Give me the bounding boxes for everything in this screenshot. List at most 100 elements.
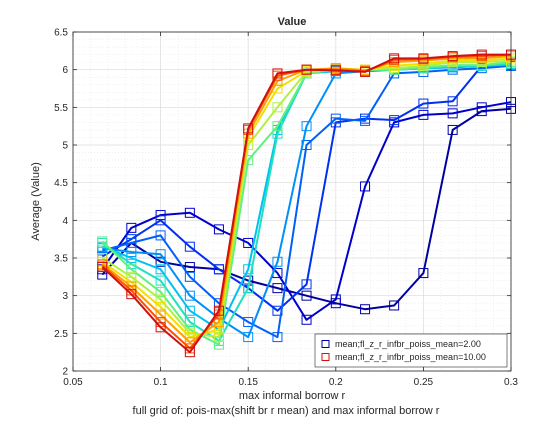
y-tick-label: 2.5 xyxy=(54,329,68,340)
data-point xyxy=(184,290,195,301)
data-point xyxy=(447,96,458,107)
data-point xyxy=(213,305,224,316)
y-tick-label: 3.5 xyxy=(54,254,68,265)
data-point xyxy=(389,53,400,64)
data-point xyxy=(272,332,283,343)
data-point xyxy=(301,64,312,75)
data-point xyxy=(155,309,166,320)
x-axis-label: max informal borrow r xyxy=(239,390,346,402)
legend-marker xyxy=(321,340,330,348)
data-point xyxy=(301,279,312,290)
axes-box xyxy=(72,31,512,372)
data-point xyxy=(272,68,283,79)
data-point xyxy=(330,113,341,124)
data-point xyxy=(97,262,108,273)
chart-title: Value xyxy=(278,16,307,28)
data-point xyxy=(243,283,254,294)
data-point xyxy=(243,237,254,248)
series-line xyxy=(101,53,511,354)
data-point xyxy=(213,224,224,235)
data-point xyxy=(360,115,371,126)
series-13 xyxy=(97,49,516,358)
data-point xyxy=(184,347,195,358)
y-axis-label: Average (Value) xyxy=(30,162,42,240)
series-line xyxy=(101,64,511,312)
data-point xyxy=(184,305,195,316)
y-tick-label: 6.5 xyxy=(54,28,68,39)
data-point xyxy=(272,283,283,294)
legend-box xyxy=(314,333,508,368)
chart-caption: full grid of: pois-max(shift br r mean) … xyxy=(133,405,440,417)
data-point xyxy=(243,317,254,328)
series-2 xyxy=(97,97,516,325)
series-layer xyxy=(97,49,516,358)
data-point xyxy=(418,268,429,279)
data-point xyxy=(272,121,283,132)
data-point xyxy=(389,115,400,126)
data-point xyxy=(213,317,224,328)
legend-label: mean;fl_z_r_infbr_poiss_mean=10.00 xyxy=(335,352,486,362)
data-point xyxy=(126,253,137,263)
data-point xyxy=(213,324,224,335)
series-line xyxy=(102,64,512,339)
x-tick-label: 0.25 xyxy=(414,377,434,388)
data-point xyxy=(476,49,487,60)
y-tick-label: 3 xyxy=(62,291,68,302)
y-tick-label: 6 xyxy=(62,65,68,76)
data-point xyxy=(330,65,341,76)
data-point xyxy=(272,256,283,267)
data-point xyxy=(301,121,312,132)
data-point xyxy=(155,230,166,241)
data-point xyxy=(301,290,312,301)
y-tick-label: 4.5 xyxy=(54,178,68,189)
data-point xyxy=(213,332,224,343)
series-line xyxy=(101,57,512,339)
data-point xyxy=(272,128,283,139)
data-point xyxy=(155,294,166,305)
data-point xyxy=(155,322,166,333)
data-point xyxy=(330,294,341,305)
y-tick-label: 5 xyxy=(62,141,68,152)
data-point xyxy=(155,215,166,226)
legend-label: mean;fl_z_r_infbr_poiss_mean=2.00 xyxy=(335,339,481,349)
y-tick-label: 4 xyxy=(62,216,68,227)
x-tick-label: 0.3 xyxy=(504,377,518,388)
data-point xyxy=(184,241,195,252)
y-tick-label: 2 xyxy=(62,367,68,378)
data-point xyxy=(360,66,371,77)
data-point xyxy=(155,301,166,312)
y-tick-label: 5.5 xyxy=(54,103,68,114)
data-point xyxy=(126,222,137,233)
data-point xyxy=(155,264,166,275)
data-point xyxy=(126,264,137,275)
plot-area xyxy=(73,32,511,371)
data-point xyxy=(301,314,312,325)
data-point xyxy=(447,51,458,62)
data-point xyxy=(184,207,195,218)
data-point xyxy=(360,181,371,192)
data-point xyxy=(184,317,195,328)
data-point xyxy=(418,53,429,64)
data-point xyxy=(418,109,429,120)
x-tick-label: 0.15 xyxy=(238,377,258,388)
series-line xyxy=(101,101,512,321)
data-point xyxy=(447,108,458,119)
data-point xyxy=(213,264,224,275)
data-point xyxy=(360,304,371,315)
data-point xyxy=(213,339,224,350)
data-point xyxy=(155,286,166,297)
data-point xyxy=(126,289,137,300)
data-point xyxy=(126,246,137,257)
data-point xyxy=(243,332,254,343)
series-line xyxy=(101,107,512,311)
data-point xyxy=(272,102,283,113)
data-point xyxy=(243,123,254,134)
data-point xyxy=(418,98,429,109)
data-point xyxy=(389,300,400,311)
x-tick-label: 0.1 xyxy=(154,377,168,388)
data-point xyxy=(155,249,166,260)
data-point xyxy=(447,124,458,135)
data-point xyxy=(476,102,487,113)
data-point xyxy=(97,236,108,247)
